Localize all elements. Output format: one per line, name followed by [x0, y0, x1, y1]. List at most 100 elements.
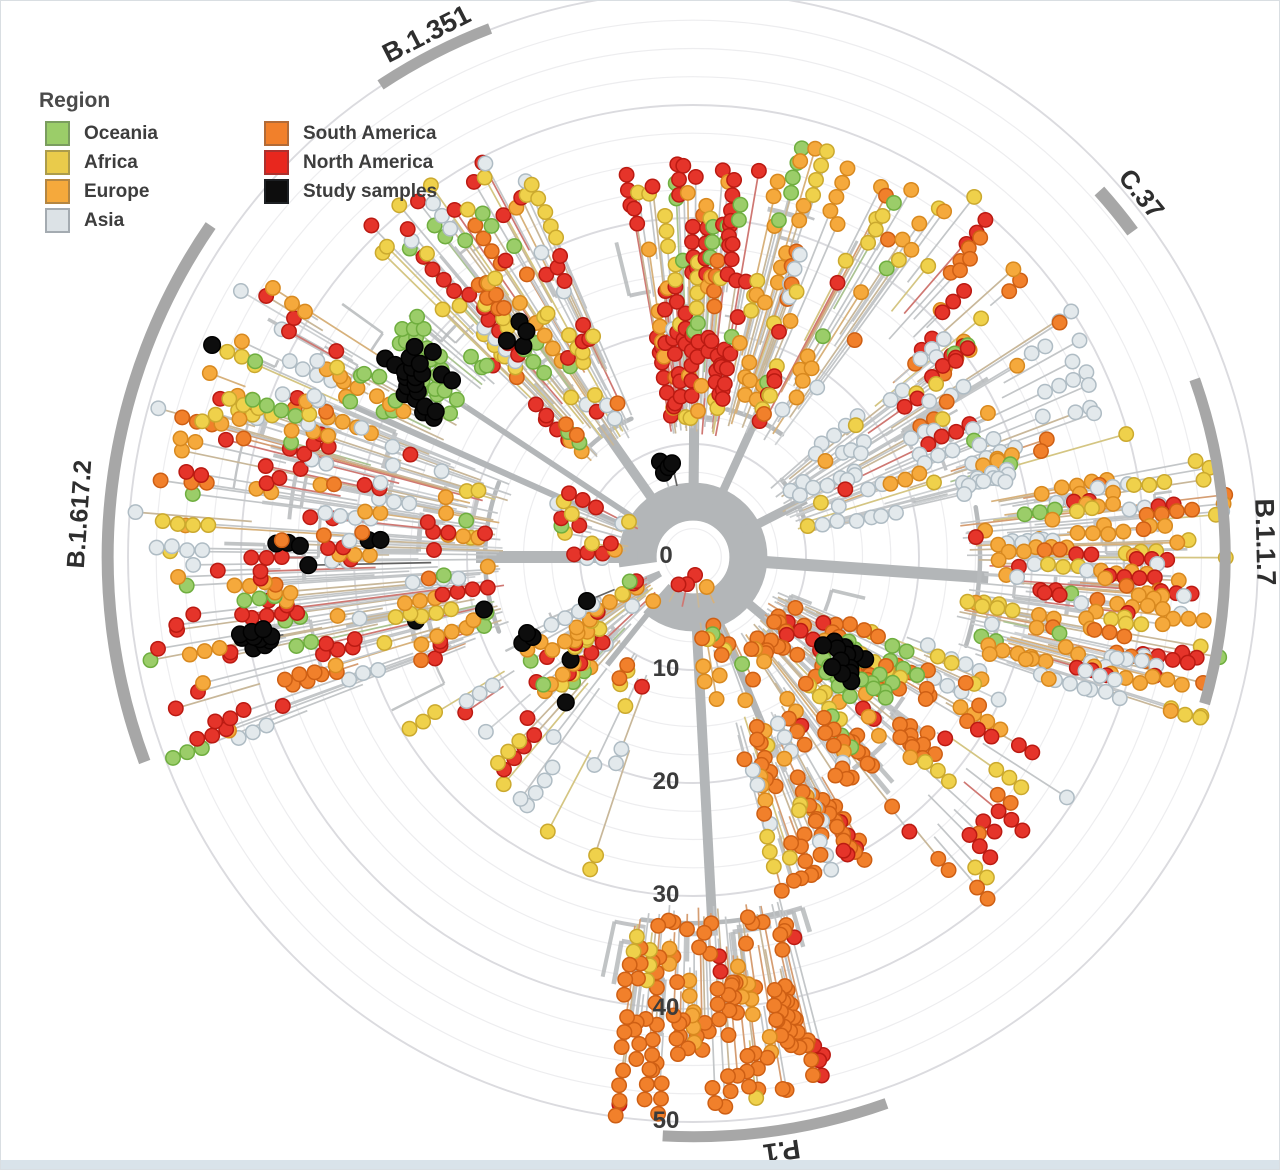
tip-dot-africa — [588, 847, 605, 864]
tip-stem — [217, 567, 281, 572]
tip-dot-south_america — [354, 524, 371, 541]
tip-dot-africa — [233, 348, 250, 365]
tip-dot-asia — [1080, 377, 1097, 393]
tip-dot-africa — [765, 858, 782, 875]
tip-stem — [774, 386, 818, 446]
tip-dot-europe — [911, 215, 928, 232]
south-america-swatch-icon — [264, 121, 289, 146]
tip-dot-africa — [791, 802, 807, 819]
tip-dot-africa — [582, 861, 599, 878]
tip-dot-south_america — [668, 1030, 685, 1047]
tip-dot-asia — [1009, 569, 1026, 586]
tip-dot-europe — [329, 607, 346, 624]
tip-stem — [392, 445, 446, 467]
tip-stem — [724, 916, 733, 986]
tip-dot-north_america — [477, 525, 493, 542]
tip-dot-north_america — [675, 157, 692, 174]
tip-dot-asia — [919, 637, 936, 654]
tip-dot-north_america — [971, 838, 988, 855]
tip-dot-study — [518, 624, 537, 643]
tip-dot-asia — [386, 493, 402, 510]
tip-dot-asia — [1067, 404, 1084, 421]
tip-dot-europe — [1162, 703, 1179, 719]
tip-dot-south_america — [669, 974, 686, 991]
tip-dot-north_america — [1083, 546, 1100, 563]
tip-dot-europe — [1044, 511, 1061, 528]
tip-dot-europe — [1115, 523, 1132, 540]
tip-dot-africa — [221, 390, 238, 407]
tip-dot-south_america — [720, 1068, 736, 1085]
tip-dot-south_america — [930, 850, 947, 867]
tip-dot-asia — [401, 495, 418, 512]
tip-dot-study — [410, 354, 429, 373]
tip-dot-south_america — [756, 406, 772, 422]
tip-dot-asia — [194, 542, 211, 559]
tip-dot-africa — [537, 204, 554, 221]
tip-dot-south_america — [745, 671, 761, 688]
tip-dot-oceania — [303, 634, 320, 650]
tip-dot-south_america — [696, 924, 713, 941]
tip-stem — [605, 603, 647, 645]
tip-dot-europe — [1195, 612, 1212, 629]
tip-dot-europe — [181, 646, 198, 663]
tip-dot-oceania — [448, 391, 465, 408]
tip-dot-south_america — [722, 1083, 739, 1100]
ladder-radial — [1154, 490, 1172, 496]
tip-dot-asia — [971, 437, 988, 453]
tip-dot-north_america — [519, 710, 536, 727]
tip-dot-oceania — [535, 676, 552, 693]
tip-dot-north_america — [671, 171, 687, 188]
tip-dot-africa — [427, 704, 444, 721]
tip-stem — [386, 246, 475, 335]
tip-dot-north_america — [771, 323, 787, 340]
tip-stem — [398, 204, 465, 283]
legend-item-africa: Africa — [45, 150, 138, 175]
tip-dot-europe — [1105, 495, 1122, 512]
tip-stem — [286, 581, 485, 607]
tip-dot-oceania — [814, 328, 831, 345]
tip-dot-asia — [1111, 690, 1128, 707]
tip-dot-north_america — [556, 273, 573, 289]
tip-dot-europe — [711, 667, 728, 684]
tip-dot-africa — [959, 593, 976, 610]
tip-dot-asia — [557, 610, 574, 627]
tip-dot-europe — [894, 231, 911, 248]
tip-dot-oceania — [525, 353, 542, 370]
tip-dot-asia — [829, 513, 846, 530]
tip-dot-asia — [1086, 405, 1103, 422]
tip-dot-europe — [1132, 675, 1149, 691]
tip-dot-asia — [1089, 480, 1106, 496]
tip-dot-north_america — [1010, 737, 1027, 754]
tip-dot-north_america — [168, 617, 185, 633]
tip-dot-europe — [1157, 517, 1174, 534]
tip-dot-north_america — [729, 309, 746, 326]
tip-dot-north_america — [252, 563, 269, 580]
tip-dot-north_america — [714, 390, 731, 407]
scale-tick-label: 10 — [653, 655, 680, 682]
tip-dot-north_america — [566, 546, 583, 563]
tip-stem — [1001, 360, 1073, 399]
tip-dot-europe — [661, 940, 678, 957]
ladder-radial — [391, 682, 445, 712]
tip-dot-europe — [1000, 543, 1017, 560]
tip-dot-europe — [794, 372, 811, 389]
tip-dot-europe — [731, 335, 748, 351]
tip-dot-africa — [563, 505, 580, 522]
clade-spoke — [712, 409, 764, 509]
tip-dot-study — [823, 658, 842, 677]
tip-dot-north_america — [189, 730, 206, 747]
tip-dot-africa — [928, 375, 945, 392]
tip-stem — [581, 352, 630, 439]
tip-dot-asia — [903, 430, 919, 447]
tip-dot-asia — [258, 717, 275, 734]
tip-dot-asia — [317, 504, 334, 521]
tip-dot-north_america — [967, 529, 984, 546]
tip-dot-south_america — [631, 1035, 648, 1052]
tip-stem — [193, 563, 256, 566]
tip-dot-north_america — [178, 463, 195, 480]
tip-dot-asia — [1026, 556, 1043, 573]
tip-dot-asia — [370, 662, 387, 678]
tip-dot-north_america — [356, 477, 373, 493]
tip-dot-oceania — [730, 211, 747, 228]
tip-dot-asia — [774, 401, 791, 418]
